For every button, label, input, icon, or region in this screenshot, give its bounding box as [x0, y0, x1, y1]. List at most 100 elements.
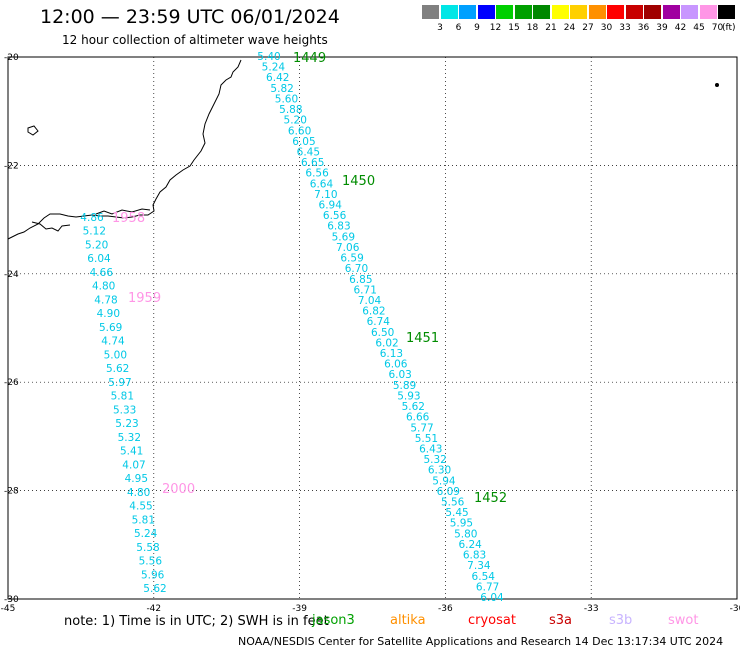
wave-height-label: 6.45	[297, 146, 320, 158]
wave-height-label: 4.55	[129, 501, 152, 513]
pass-time-label: 1450	[342, 174, 375, 189]
color-swatch	[422, 5, 439, 19]
color-scale-unit: (ft)	[722, 23, 736, 33]
wave-height-label: 5.89	[393, 380, 416, 392]
wave-height-label: 5.32	[118, 432, 141, 444]
wave-height-label: 4.66	[90, 267, 114, 279]
wave-height-label: 5.33	[113, 404, 136, 416]
wave-height-label: 5.62	[143, 583, 166, 595]
color-scale-tick: 3	[437, 23, 443, 33]
color-scale-tick: 15	[508, 23, 520, 33]
wave-height-label: 5.94	[432, 475, 456, 487]
wave-height-label: 6.04	[87, 253, 111, 265]
wave-height-label: 4.90	[97, 308, 120, 320]
wave-height-label: 5.24	[262, 62, 286, 74]
lat-tick-label: -28	[4, 487, 19, 497]
wave-height-label: 5.80	[454, 528, 477, 540]
wave-height-label: 6.03	[388, 369, 411, 381]
color-swatch	[551, 5, 569, 19]
wave-height-label: 5.56	[139, 556, 163, 568]
lon-tick-label: -39	[292, 604, 307, 614]
wave-height-label: 4.95	[125, 473, 148, 485]
wave-height-label: 4.80	[127, 487, 150, 499]
wave-height-label: 5.81	[132, 514, 155, 526]
wave-height-label: 6.60	[288, 125, 311, 137]
wave-height-label: 5.69	[99, 322, 122, 334]
map-grid	[8, 57, 737, 599]
wave-height-label: 5.62	[402, 401, 425, 413]
wave-height-label: 6.02	[375, 337, 398, 349]
wave-height-label: 4.07	[122, 459, 145, 471]
wave-height-label: 7.06	[336, 242, 360, 254]
pass-time-label: 1958	[112, 211, 145, 226]
color-scale-tick: 45	[693, 23, 705, 33]
island-outline	[27, 125, 39, 136]
color-swatch	[662, 5, 680, 19]
color-swatch	[440, 5, 458, 19]
wave-height-label: 4.74	[101, 336, 125, 348]
wave-height-label: 5.20	[85, 239, 108, 251]
color-swatch	[459, 5, 476, 19]
wave-height-label: 6.77	[476, 581, 499, 593]
pass-time-label: 2000	[162, 482, 195, 497]
credit-line: NOAA/NESDIS Center for Satellite Applica…	[238, 635, 724, 648]
wave-height-label: 5.45	[445, 507, 468, 519]
wave-height-label: 4.86	[80, 212, 104, 224]
wave-height-label: 6.06	[384, 359, 408, 371]
legend-item-jason3: jason3	[312, 613, 355, 628]
legend-item-s3b: s3b	[609, 613, 633, 628]
color-swatch	[625, 5, 643, 19]
wave-height-label: 5.40	[257, 51, 280, 63]
lat-tick-label: -22	[4, 161, 19, 171]
map-marker-dot	[715, 83, 719, 87]
wave-height-label: 6.54	[472, 571, 496, 583]
wave-height-label: 6.04	[480, 592, 504, 604]
wave-height-label: 5.95	[450, 518, 473, 530]
wave-height-label: 6.64	[310, 178, 334, 190]
wave-height-label: 6.05	[292, 136, 315, 148]
wave-height-label: 5.81	[111, 391, 134, 403]
wave-height-label: 6.83	[463, 550, 486, 562]
wave-height-label: 5.56	[441, 497, 465, 509]
color-swatch	[496, 5, 513, 19]
color-swatch	[533, 5, 550, 19]
color-swatch	[681, 5, 698, 19]
wave-height-label: 6.94	[319, 200, 343, 212]
bay-outline	[31, 221, 71, 232]
wave-height-label: 5.77	[410, 422, 433, 434]
color-scale-tick: 9	[474, 23, 480, 33]
color-swatch	[644, 5, 661, 19]
lat-tick-label: -20	[4, 53, 19, 63]
wave-height-label: 5.23	[115, 418, 138, 430]
coastline	[7, 59, 242, 240]
color-swatch	[607, 5, 624, 19]
color-scale-tick: 12	[489, 23, 502, 33]
wave-height-label: 5.82	[270, 83, 293, 95]
wave-height-label: 5.51	[415, 433, 438, 445]
pass-time-label: 1452	[474, 491, 507, 506]
wave-height-label: 6.30	[428, 465, 451, 477]
legend-item-cryosat: cryosat	[468, 613, 516, 628]
wave-height-label: 5.58	[136, 542, 159, 554]
wave-height-label: 5.62	[106, 363, 129, 375]
pass-time-label: 1959	[128, 291, 161, 306]
wave-height-label: 7.34	[467, 560, 491, 572]
wave-height-label: 7.04	[358, 295, 382, 307]
wave-height-label: 6.43	[419, 443, 442, 455]
lat-tick-label: -30	[4, 595, 19, 605]
color-swatch	[718, 5, 735, 19]
wave-height-label: 5.88	[279, 104, 302, 116]
wave-height-label: 6.65	[301, 157, 324, 169]
color-scale-tick: 36	[637, 23, 650, 33]
wave-height-label: 6.85	[349, 274, 372, 286]
color-scale-tick: 24	[563, 23, 576, 33]
pass-time-label: 1449	[293, 51, 326, 66]
legend-item-s3a: s3a	[549, 613, 573, 628]
lon-tick-label: -30	[730, 604, 740, 614]
wave-height-label: 6.13	[380, 348, 403, 360]
wave-height-label: 5.97	[108, 377, 131, 389]
wave-height-label: 5.32	[423, 454, 446, 466]
satellite-tracks: 5.405.246.425.825.605.885.206.606.056.45…	[80, 51, 504, 604]
wave-height-label: 5.96	[141, 569, 165, 581]
